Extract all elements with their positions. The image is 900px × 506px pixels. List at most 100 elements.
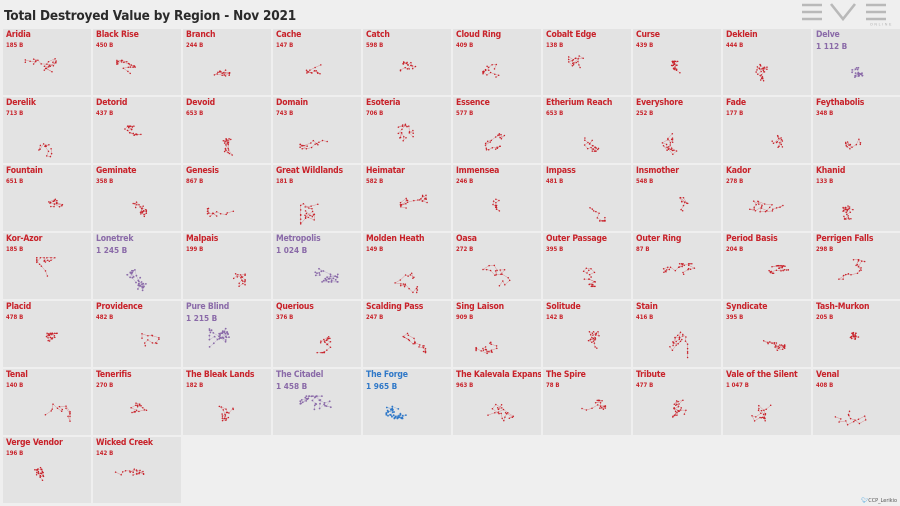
region-star-map xyxy=(232,273,246,288)
region-tile-essence[interactable]: Essence 577 B xyxy=(453,97,541,163)
region-tile-perrigen-falls[interactable]: Perrigen Falls 298 B xyxy=(813,233,900,299)
region-tile-detorid[interactable]: Detorid 437 B xyxy=(93,97,181,163)
region-tile-esoteria[interactable]: Esoteria 706 B xyxy=(363,97,451,163)
region-tile-heimatar[interactable]: Heimatar 582 B xyxy=(363,165,451,231)
region-tile-geminate[interactable]: Geminate 358 B xyxy=(93,165,181,231)
region-tile-catch[interactable]: Catch 598 B xyxy=(363,29,451,95)
region-tile-the-spire[interactable]: The Spire 78 B xyxy=(543,369,631,435)
region-tile-tenal[interactable]: Tenal 140 B xyxy=(3,369,91,435)
region-star-map xyxy=(475,341,498,355)
region-destroyed-value: 182 B xyxy=(186,382,204,389)
region-tile-placid[interactable]: Placid 478 B xyxy=(3,301,91,367)
region-star-map xyxy=(851,66,864,78)
region-tile-the-kalevala-expanse[interactable]: The Kalevala Expanse 963 B xyxy=(453,369,541,435)
region-tile-immensea[interactable]: Immensea 246 B xyxy=(453,165,541,231)
region-star-map xyxy=(762,340,786,351)
region-star-map xyxy=(44,403,71,422)
region-tile-outer-passage[interactable]: Outer Passage 395 B xyxy=(543,233,631,299)
region-tile-scalding-pass[interactable]: Scalding Pass 247 B xyxy=(363,301,451,367)
region-tile-wicked-creek[interactable]: Wicked Creek 142 B xyxy=(93,437,181,503)
region-tile-venal[interactable]: Venal 408 B xyxy=(813,369,900,435)
region-star-map xyxy=(299,139,328,150)
region-star-map xyxy=(206,207,235,217)
region-tile-the-bleak-lands[interactable]: The Bleak Lands 182 B xyxy=(183,369,271,435)
region-tile-etherium-reach[interactable]: Etherium Reach 653 B xyxy=(543,97,631,163)
region-name: Essence xyxy=(456,98,490,108)
region-tile-cobalt-edge[interactable]: Cobalt Edge 138 B xyxy=(543,29,631,95)
region-tile-oasa[interactable]: Oasa 272 B xyxy=(453,233,541,299)
region-tile-outer-ring[interactable]: Outer Ring 87 B xyxy=(633,233,721,299)
region-tile-everyshore[interactable]: Everyshore 252 B xyxy=(633,97,721,163)
region-name: Verge Vendor xyxy=(6,438,63,448)
region-name: Esoteria xyxy=(366,98,401,108)
region-tile-the-forge[interactable]: The Forge 1 965 B xyxy=(363,369,451,435)
region-tile-curse[interactable]: Curse 439 B xyxy=(633,29,721,95)
region-star-map xyxy=(670,60,681,74)
region-tile-cloud-ring[interactable]: Cloud Ring 409 B xyxy=(453,29,541,95)
region-name: Feythabolis xyxy=(816,98,865,108)
region-name: Khanid xyxy=(816,166,846,176)
region-destroyed-value: 437 B xyxy=(96,110,114,117)
region-tile-impass[interactable]: Impass 481 B xyxy=(543,165,631,231)
region-destroyed-value: 1 047 B xyxy=(726,382,749,389)
region-tile-verge-vendor[interactable]: Verge Vendor 196 B xyxy=(3,437,91,503)
region-tile-malpais[interactable]: Malpais 199 B xyxy=(183,233,271,299)
region-tile-tribute[interactable]: Tribute 477 B xyxy=(633,369,721,435)
region-name: Pure Blind xyxy=(186,302,230,312)
region-tile-fountain[interactable]: Fountain 651 B xyxy=(3,165,91,231)
region-tile-solitude[interactable]: Solitude 142 B xyxy=(543,301,631,367)
region-tile-aridia[interactable]: Aridia 185 B xyxy=(3,29,91,95)
region-tile-insmother[interactable]: Insmother 548 B xyxy=(633,165,721,231)
region-tile-great-wildlands[interactable]: Great Wildlands 181 B xyxy=(273,165,361,231)
region-star-map xyxy=(749,200,784,213)
region-name: Fountain xyxy=(6,166,43,176)
region-tile-kor-azor[interactable]: Kor-Azor 185 B xyxy=(3,233,91,299)
region-tile-stain[interactable]: Stain 416 B xyxy=(633,301,721,367)
region-name: Outer Passage xyxy=(546,234,607,244)
region-tile-tenerifis[interactable]: Tenerifis 270 B xyxy=(93,369,181,435)
region-tile-querious[interactable]: Querious 376 B xyxy=(273,301,361,367)
region-destroyed-value: 477 B xyxy=(636,382,654,389)
region-tile-domain[interactable]: Domain 743 B xyxy=(273,97,361,163)
region-name: Period Basis xyxy=(726,234,778,244)
region-destroyed-value: 653 B xyxy=(186,110,204,117)
region-tile-branch[interactable]: Branch 244 B xyxy=(183,29,271,95)
region-destroyed-value: 653 B xyxy=(546,110,564,117)
region-tile-derelik[interactable]: Derelik 713 B xyxy=(3,97,91,163)
region-name: Derelik xyxy=(6,98,36,108)
region-tile-the-citadel[interactable]: The Citadel 1 458 B xyxy=(273,369,361,435)
region-name: Solitude xyxy=(546,302,581,312)
region-name: The Citadel xyxy=(276,370,324,380)
region-destroyed-value: 252 B xyxy=(636,110,654,117)
region-tile-khanid[interactable]: Khanid 133 B xyxy=(813,165,900,231)
region-destroyed-value: 577 B xyxy=(456,110,474,117)
region-tile-lonetrek[interactable]: Lonetrek 1 245 B xyxy=(93,233,181,299)
region-name: Genesis xyxy=(186,166,219,176)
region-tile-providence[interactable]: Providence 482 B xyxy=(93,301,181,367)
region-tile-deklein[interactable]: Deklein 444 B xyxy=(723,29,811,95)
region-destroyed-value: 481 B xyxy=(546,178,564,185)
region-tile-fade[interactable]: Fade 177 B xyxy=(723,97,811,163)
region-tile-tash-murkon[interactable]: Tash-Murkon 205 B xyxy=(813,301,900,367)
region-star-map xyxy=(679,196,689,212)
region-tile-sing-laison[interactable]: Sing Laison 909 B xyxy=(453,301,541,367)
region-tile-pure-blind[interactable]: Pure Blind 1 215 B xyxy=(183,301,271,367)
region-tile-molden-heath[interactable]: Molden Heath 149 B xyxy=(363,233,451,299)
region-tile-kador[interactable]: Kador 278 B xyxy=(723,165,811,231)
region-tile-cache[interactable]: Cache 147 B xyxy=(273,29,361,95)
region-tile-delve[interactable]: Delve 1 112 B xyxy=(813,29,900,95)
region-destroyed-value: 439 B xyxy=(636,42,654,49)
region-tile-devoid[interactable]: Devoid 653 B xyxy=(183,97,271,163)
region-destroyed-value: 272 B xyxy=(456,246,474,253)
region-tile-syndicate[interactable]: Syndicate 395 B xyxy=(723,301,811,367)
region-tile-metropolis[interactable]: Metropolis 1 024 B xyxy=(273,233,361,299)
region-destroyed-value: 244 B xyxy=(186,42,204,49)
region-tile-feythabolis[interactable]: Feythabolis 348 B xyxy=(813,97,900,163)
region-star-map xyxy=(492,198,501,212)
region-star-map xyxy=(669,331,689,359)
region-destroyed-value: 138 B xyxy=(546,42,564,49)
region-tile-period-basis[interactable]: Period Basis 204 B xyxy=(723,233,811,299)
region-tile-vale-of-the-silent[interactable]: Vale of the Silent 1 047 B xyxy=(723,369,811,435)
region-tile-black-rise[interactable]: Black Rise 450 B xyxy=(93,29,181,95)
region-tile-genesis[interactable]: Genesis 867 B xyxy=(183,165,271,231)
